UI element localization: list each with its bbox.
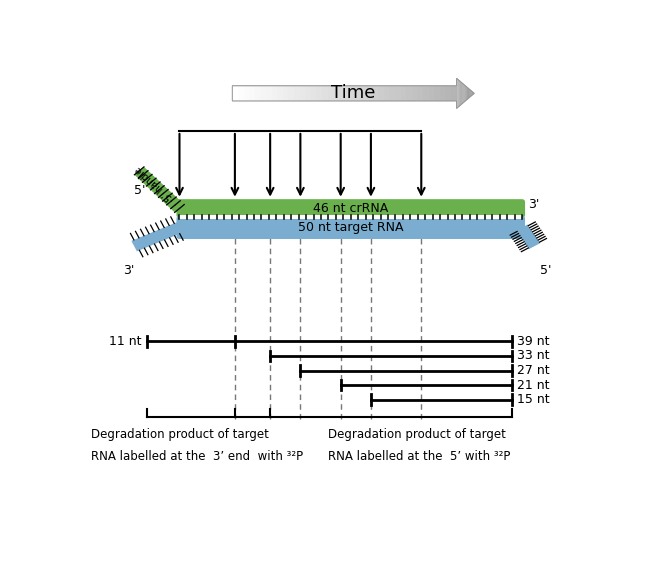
Polygon shape [344,86,350,101]
Text: Time: Time [331,85,376,102]
Polygon shape [372,86,378,101]
Polygon shape [255,86,261,101]
Polygon shape [272,86,277,101]
Polygon shape [461,82,462,105]
Polygon shape [459,81,460,106]
Polygon shape [356,86,361,101]
Polygon shape [306,86,311,101]
Polygon shape [328,86,333,101]
Text: 27 nt: 27 nt [517,364,550,377]
Polygon shape [367,86,372,101]
Polygon shape [311,86,317,101]
Polygon shape [361,86,367,101]
Polygon shape [378,86,383,101]
Polygon shape [473,93,474,94]
Polygon shape [460,81,461,105]
Polygon shape [417,86,423,101]
Text: 39 nt: 39 nt [517,335,549,348]
Polygon shape [423,86,428,101]
Polygon shape [469,89,470,98]
Text: 5': 5' [540,264,551,277]
Polygon shape [261,86,266,101]
Polygon shape [434,86,440,101]
Polygon shape [451,86,456,101]
Polygon shape [244,86,249,101]
Polygon shape [470,90,471,97]
Polygon shape [411,86,417,101]
Text: 33 nt: 33 nt [517,350,549,362]
Text: Degradation product of target: Degradation product of target [91,428,269,440]
Polygon shape [283,86,289,101]
Polygon shape [339,86,345,101]
Polygon shape [471,91,473,95]
Text: 46 nt crRNA: 46 nt crRNA [313,202,389,215]
Polygon shape [389,86,395,101]
Polygon shape [466,87,467,100]
Text: 15 nt: 15 nt [517,393,550,406]
Polygon shape [406,86,411,101]
Polygon shape [233,86,238,101]
Polygon shape [445,86,451,101]
Polygon shape [300,86,306,101]
Polygon shape [462,83,463,104]
Text: Degradation product of target: Degradation product of target [328,428,506,440]
Text: 5': 5' [134,184,146,197]
Bar [179,214,522,219]
Text: RNA labelled at the  5’ with ³²P: RNA labelled at the 5’ with ³²P [328,450,510,463]
Polygon shape [468,88,469,99]
Text: RNA labelled at the  3’ end  with ³²P: RNA labelled at the 3’ end with ³²P [91,450,304,463]
Text: 5’ handle: 5’ handle [134,164,175,202]
Polygon shape [333,86,339,101]
Polygon shape [317,86,322,101]
Polygon shape [238,86,244,101]
Polygon shape [463,85,465,102]
Polygon shape [322,86,328,101]
Polygon shape [456,78,458,109]
Polygon shape [350,86,356,101]
Polygon shape [384,86,389,101]
Polygon shape [467,87,468,99]
Polygon shape [516,225,540,249]
Polygon shape [233,78,474,109]
Polygon shape [294,86,300,101]
Polygon shape [249,86,255,101]
Polygon shape [458,80,459,107]
Polygon shape [289,86,294,101]
FancyBboxPatch shape [176,216,525,239]
Text: 11 nt: 11 nt [109,335,142,348]
Polygon shape [395,86,400,101]
Text: 3': 3' [528,198,540,210]
Polygon shape [277,86,283,101]
FancyBboxPatch shape [176,199,525,218]
Text: 50 nt target RNA: 50 nt target RNA [298,221,404,234]
Polygon shape [266,86,272,101]
Polygon shape [465,86,466,101]
Text: 3': 3' [124,264,135,277]
Polygon shape [428,86,434,101]
Polygon shape [400,86,406,101]
Text: 21 nt: 21 nt [517,378,549,392]
Polygon shape [135,167,184,212]
Polygon shape [440,86,445,101]
Polygon shape [131,223,182,251]
